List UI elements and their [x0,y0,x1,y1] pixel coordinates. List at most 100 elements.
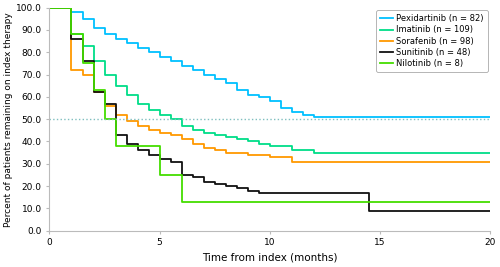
Sorafenib (n = 98) [289,160,295,163]
Sunitinib (n = 48) [64,6,70,9]
Pexidartinib (n = 82) [300,113,306,116]
Sorafenib (n = 98) [134,124,140,127]
Sunitinib (n = 48) [245,189,251,192]
Sorafenib (n = 98) [124,120,130,123]
Sorafenib (n = 98) [212,149,218,152]
Sorafenib (n = 98) [222,151,228,154]
Nilotinib (n = 8) [68,33,74,36]
Pexidartinib (n = 82) [102,33,107,36]
Imatinib (n = 109) [256,142,262,145]
Sunitinib (n = 48) [46,6,52,9]
Sunitinib (n = 48) [90,91,96,94]
Sunitinib (n = 48) [124,142,130,145]
Nilotinib (n = 8) [289,200,295,203]
Pexidartinib (n = 82) [46,6,52,9]
Imatinib (n = 109) [156,113,162,116]
Sorafenib (n = 98) [64,6,70,9]
Imatinib (n = 109) [124,93,130,96]
Sorafenib (n = 98) [487,160,493,163]
Imatinib (n = 109) [102,73,107,76]
Pexidartinib (n = 82) [68,10,74,14]
Sunitinib (n = 48) [80,60,86,63]
Nilotinib (n = 8) [156,173,162,176]
Imatinib (n = 109) [68,33,74,36]
Pexidartinib (n = 82) [245,93,251,96]
Sorafenib (n = 98) [156,131,162,134]
Sunitinib (n = 48) [212,182,218,185]
Pexidartinib (n = 82) [146,51,152,54]
Imatinib (n = 109) [168,117,173,121]
Pexidartinib (n = 82) [212,77,218,81]
Imatinib (n = 109) [190,129,196,132]
Nilotinib (n = 8) [64,6,70,9]
Imatinib (n = 109) [212,133,218,136]
Nilotinib (n = 8) [80,62,86,65]
Sunitinib (n = 48) [487,209,493,212]
Sunitinib (n = 48) [134,149,140,152]
Pexidartinib (n = 82) [289,111,295,114]
Line: Sorafenib (n = 98): Sorafenib (n = 98) [50,8,490,162]
Sorafenib (n = 98) [68,69,74,72]
Imatinib (n = 109) [487,151,493,154]
Sunitinib (n = 48) [146,153,152,156]
X-axis label: Time from index (months): Time from index (months) [202,253,338,263]
Nilotinib (n = 8) [102,117,107,121]
Sunitinib (n = 48) [178,173,184,176]
Nilotinib (n = 8) [134,144,140,147]
Sunitinib (n = 48) [200,180,206,183]
Line: Sunitinib (n = 48): Sunitinib (n = 48) [50,8,490,211]
Sunitinib (n = 48) [256,191,262,194]
Sunitinib (n = 48) [234,187,240,190]
Imatinib (n = 109) [245,140,251,143]
Line: Nilotinib (n = 8): Nilotinib (n = 8) [50,8,490,202]
Pexidartinib (n = 82) [90,26,96,29]
Nilotinib (n = 8) [178,200,184,203]
Imatinib (n = 109) [134,102,140,105]
Imatinib (n = 109) [112,84,118,87]
Nilotinib (n = 8) [90,89,96,92]
Nilotinib (n = 8) [200,200,206,203]
Sunitinib (n = 48) [267,191,273,194]
Imatinib (n = 109) [90,60,96,63]
Pexidartinib (n = 82) [178,64,184,67]
Imatinib (n = 109) [234,138,240,141]
Imatinib (n = 109) [178,124,184,127]
Sorafenib (n = 98) [146,129,152,132]
Pexidartinib (n = 82) [222,82,228,85]
Pexidartinib (n = 82) [311,115,317,119]
Sorafenib (n = 98) [80,73,86,76]
Pexidartinib (n = 82) [234,89,240,92]
Sunitinib (n = 48) [355,191,361,194]
Imatinib (n = 109) [64,6,70,9]
Nilotinib (n = 8) [487,200,493,203]
Sunitinib (n = 48) [68,37,74,41]
Sunitinib (n = 48) [168,160,173,163]
Sorafenib (n = 98) [245,153,251,156]
Y-axis label: Percent of patients remaining on index therapy: Percent of patients remaining on index t… [4,12,13,226]
Imatinib (n = 109) [46,6,52,9]
Line: Imatinib (n = 109): Imatinib (n = 109) [50,8,490,153]
Nilotinib (n = 8) [112,144,118,147]
Sorafenib (n = 98) [46,6,52,9]
Pexidartinib (n = 82) [200,73,206,76]
Imatinib (n = 109) [200,131,206,134]
Pexidartinib (n = 82) [156,55,162,58]
Line: Pexidartinib (n = 82): Pexidartinib (n = 82) [50,8,490,117]
Pexidartinib (n = 82) [134,46,140,49]
Pexidartinib (n = 82) [278,107,284,110]
Sorafenib (n = 98) [90,91,96,94]
Pexidartinib (n = 82) [190,69,196,72]
Imatinib (n = 109) [222,135,228,139]
Legend: Pexidartinib (n = 82), Imatinib (n = 109), Sorafenib (n = 98), Sunitinib (n = 48: Pexidartinib (n = 82), Imatinib (n = 109… [376,10,488,72]
Sorafenib (n = 98) [190,142,196,145]
Pexidartinib (n = 82) [80,17,86,20]
Sunitinib (n = 48) [102,102,107,105]
Sunitinib (n = 48) [222,184,228,188]
Sunitinib (n = 48) [190,175,196,179]
Sunitinib (n = 48) [156,158,162,161]
Sunitinib (n = 48) [112,133,118,136]
Pexidartinib (n = 82) [112,37,118,41]
Sorafenib (n = 98) [168,133,173,136]
Sunitinib (n = 48) [366,209,372,212]
Sorafenib (n = 98) [267,155,273,159]
